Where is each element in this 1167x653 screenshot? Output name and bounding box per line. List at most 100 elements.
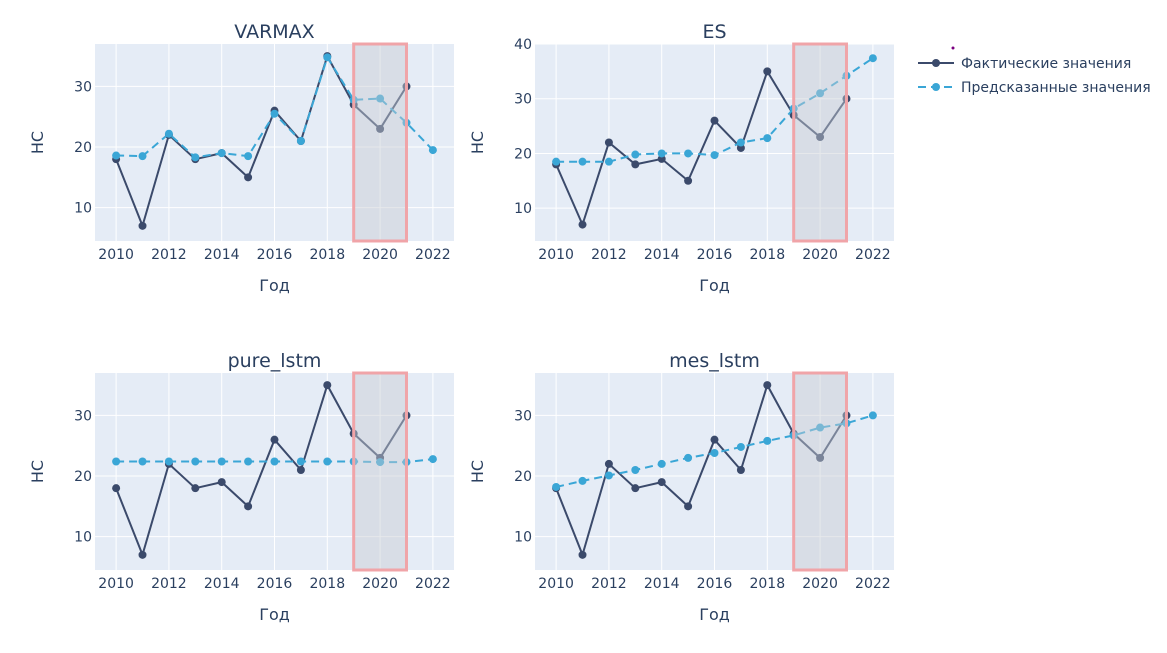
- subplot-VARMAX: 2010 2012 2014 2016 2018 2020 2022 10 20 30 VARMAX…: [28, 21, 454, 295]
- x-tick-label: 2012: [151, 576, 187, 592]
- highlight-region: [352, 42, 408, 243]
- predicted-point: [657, 149, 666, 158]
- y-tick-label: 20: [74, 140, 92, 156]
- highlight-region: [792, 371, 848, 572]
- predicted-point: [684, 149, 693, 158]
- x-tick-label: 2022: [855, 247, 891, 263]
- legend-item-actual[interactable]: Фактические значения: [918, 56, 1131, 72]
- predicted-point: [112, 457, 121, 466]
- subplot-ES: 2010 2012 2014 2016 2018 2020 2022 10 20 30 40 ES Го…: [468, 21, 894, 295]
- actual-point: [763, 67, 772, 76]
- x-axis-label: Год: [699, 276, 730, 295]
- x-tick-label: 2010: [98, 576, 134, 592]
- predicted-point: [296, 457, 305, 466]
- predicted-point: [244, 152, 253, 161]
- x-tick-label: 2020: [362, 576, 398, 592]
- x-tick-label: 2016: [257, 576, 293, 592]
- predicted-point: [578, 476, 587, 485]
- predicted-point: [376, 94, 385, 103]
- actual-point: [657, 478, 666, 487]
- legend-item-predicted[interactable]: Предсказанные значения: [918, 80, 1151, 96]
- actual-point: [138, 550, 147, 559]
- actual-series-line: [115, 382, 408, 558]
- predicted-point: [736, 138, 745, 147]
- predicted-point: [684, 453, 693, 462]
- predicted-point: [763, 436, 772, 445]
- predicted-point: [112, 151, 121, 160]
- predicted-point: [604, 471, 613, 480]
- actual-point: [710, 116, 719, 125]
- subplot-title: pure_lstm: [228, 350, 322, 372]
- subplot-title: ES: [702, 21, 726, 43]
- predicted-point: [270, 457, 279, 466]
- y-tick-label: 20: [514, 146, 532, 162]
- predicted-point: [270, 109, 279, 118]
- actual-point: [736, 143, 745, 152]
- x-tick-label: 2012: [591, 576, 627, 592]
- highlight-region: [792, 42, 848, 243]
- y-axis-label: НС: [28, 131, 47, 154]
- predicted-point: [191, 457, 200, 466]
- predicted-point: [631, 150, 640, 159]
- x-axis-label: Год: [259, 605, 290, 624]
- y-tick-label: 10: [514, 201, 532, 217]
- actual-point: [684, 502, 693, 511]
- predicted-point: [552, 157, 561, 166]
- predicted-point: [552, 482, 561, 491]
- predicted-point: [217, 149, 226, 158]
- x-tick-label: 2016: [257, 247, 293, 263]
- legend[interactable]: Фактические значения Предсказанные значе…: [918, 46, 1151, 97]
- actual-point: [631, 484, 640, 493]
- y-tick-label: 20: [514, 469, 532, 485]
- x-tick-label: 2014: [644, 576, 680, 592]
- predicted-point: [428, 455, 437, 464]
- actual-point: [112, 484, 121, 493]
- x-tick-label: 2012: [591, 247, 627, 263]
- x-tick-label: 2020: [362, 247, 398, 263]
- x-tick-label: 2018: [309, 247, 345, 263]
- x-tick-label: 2020: [802, 247, 838, 263]
- predicted-point: [710, 151, 719, 160]
- predicted-point: [217, 457, 226, 466]
- predicted-point: [191, 153, 200, 162]
- x-tick-label: 2018: [309, 576, 345, 592]
- predicted-point: [138, 152, 147, 161]
- actual-point: [578, 220, 587, 229]
- predicted-point: [604, 157, 613, 166]
- predicted-point: [244, 457, 253, 466]
- actual-point: [323, 381, 332, 390]
- y-axis-label: НС: [468, 131, 487, 154]
- y-tick-label: 30: [514, 408, 532, 424]
- predicted-point: [631, 465, 640, 474]
- predicted-point: [710, 449, 719, 458]
- predicted-point: [138, 457, 147, 466]
- subplot-mes_lstm: 2010 2012 2014 2016 2018 2020 2022 10 20 30 mes_ls…: [468, 350, 894, 624]
- x-axis-label: Год: [699, 605, 730, 624]
- y-axis-label: НС: [28, 460, 47, 483]
- actual-point: [376, 124, 385, 133]
- actual-series-line: [555, 382, 848, 558]
- actual-point: [604, 459, 613, 468]
- predicted-point: [816, 89, 825, 98]
- y-tick-label: 30: [74, 408, 92, 424]
- predicted-point: [868, 54, 877, 63]
- predicted-point: [578, 157, 587, 166]
- legend-predicted-label: Предсказанные значения: [961, 80, 1151, 96]
- predicted-point: [763, 134, 772, 143]
- x-tick-label: 2020: [802, 576, 838, 592]
- predicted-point: [868, 411, 877, 420]
- y-tick-label: 10: [514, 530, 532, 546]
- predicted-point: [323, 457, 332, 466]
- actual-point: [816, 133, 825, 142]
- actual-point: [710, 435, 719, 444]
- actual-point: [736, 465, 745, 474]
- actual-point: [578, 550, 587, 559]
- x-tick-label: 2014: [204, 247, 240, 263]
- x-tick-label: 2018: [749, 247, 785, 263]
- x-tick-label: 2014: [644, 247, 680, 263]
- legend-stray-dot: [951, 46, 955, 50]
- predicted-point: [164, 129, 173, 138]
- actual-point: [191, 484, 200, 493]
- x-tick-label: 2014: [204, 576, 240, 592]
- x-tick-label: 2010: [98, 247, 134, 263]
